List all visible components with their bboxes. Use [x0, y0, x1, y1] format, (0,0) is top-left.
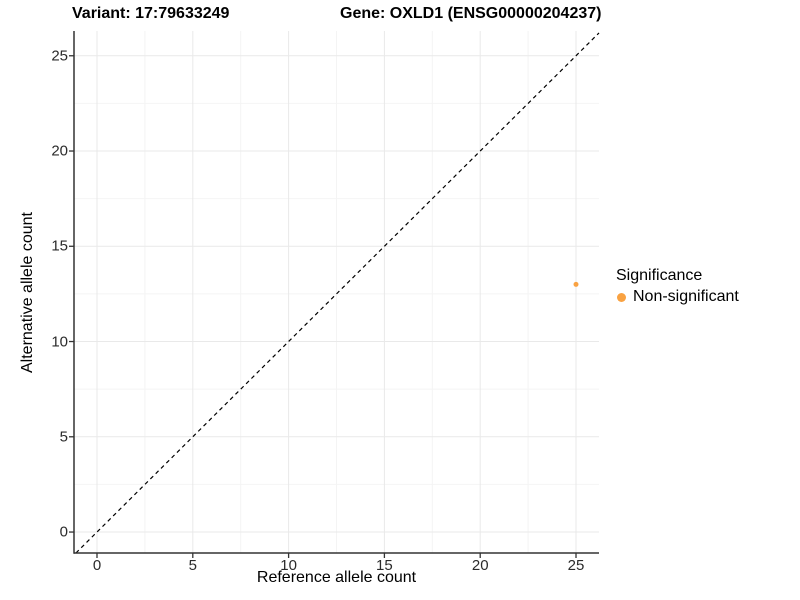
legend-title: Significance — [616, 267, 703, 284]
legend-point-icon — [617, 292, 626, 302]
legend-item-non-significant: Non-significant — [616, 288, 739, 306]
plot-title-gene: Gene: OXLD1 (ENSG00000204237) — [340, 5, 602, 22]
y-tick-label: 5 — [59, 428, 68, 446]
legend-item-label: Non-significant — [633, 288, 739, 305]
identity-line — [75, 32, 600, 554]
x-tick-label: 25 — [567, 557, 585, 574]
y-tick-label: 0 — [59, 523, 68, 541]
legend: Significance Non-significant — [616, 267, 739, 306]
x-axis-title: Reference allele count — [256, 569, 417, 586]
y-tick-label: 20 — [51, 142, 68, 160]
y-tick-label: 15 — [51, 237, 68, 255]
x-tick-label: 0 — [92, 557, 102, 574]
data-point — [573, 281, 579, 287]
y-tick-label: 25 — [51, 47, 68, 65]
x-tick-label: 10 — [280, 557, 297, 574]
x-tick-label: 5 — [188, 557, 197, 574]
x-tick-label: 20 — [471, 557, 489, 574]
plot-title-variant: Variant: 17:79633249 — [72, 5, 230, 22]
x-tick-label: 15 — [376, 557, 393, 574]
y-tick-label: 10 — [51, 333, 68, 351]
